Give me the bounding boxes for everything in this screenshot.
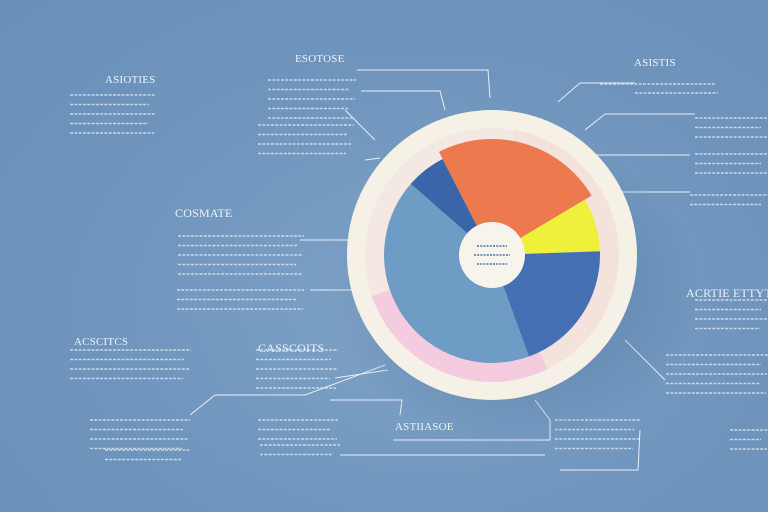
label-top-center: ESOTOSE	[295, 53, 345, 65]
leader-line	[361, 90, 446, 111]
ring-segment	[365, 128, 515, 296]
leader-line	[344, 109, 376, 141]
ring-segments	[365, 128, 619, 383]
pie-slice	[492, 251, 600, 357]
leader-line	[189, 364, 386, 416]
label-mid-left: COSMATE	[175, 206, 233, 220]
leader-line	[357, 69, 491, 99]
label-lower-center: CASSCOITS	[258, 341, 325, 355]
leader-line	[364, 157, 381, 161]
ring-segment	[510, 129, 619, 370]
center-label	[474, 245, 510, 265]
leader-line	[560, 429, 641, 471]
ring-segment	[371, 289, 548, 383]
label-lower-left: ACSCITCS	[74, 336, 129, 348]
leader-line	[584, 113, 695, 131]
pie-slice	[383, 183, 529, 364]
label-top-left: ASIOTIES	[105, 74, 156, 86]
label-mid-right: ACRTIE ETTYTS	[686, 286, 768, 300]
label-bottom-center: ASTIIASOE	[395, 421, 454, 433]
leader-line	[557, 82, 635, 103]
label-top-right: ASISTIS	[634, 57, 676, 69]
paragraph-blocks	[70, 79, 768, 461]
